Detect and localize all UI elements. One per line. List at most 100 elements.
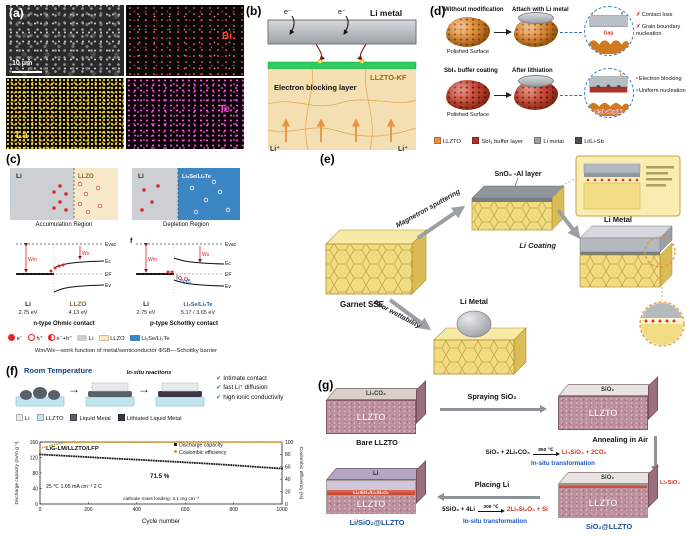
panel-a-label: (a) <box>9 6 24 20</box>
llzto-layer: LLZTO <box>559 488 647 517</box>
li-metal-label: Li metal <box>370 8 402 18</box>
garnet-wetting-schematic: Garnet SSE Magnetron sputtering SnO₂ -Al… <box>325 155 685 375</box>
garnet-coated-block <box>471 197 553 231</box>
panel-f: (f) Room Temperature → → In-situ reactio… <box>6 364 312 534</box>
blocking-layer-strip <box>267 61 417 70</box>
inset-gap-label: Gap <box>603 30 613 36</box>
panel-f-legend: Li LLZTO Liquid Metal Lithiated Liquid M… <box>16 414 312 422</box>
liquid-metal-swatch-icon <box>70 414 78 421</box>
ev-label: Ev <box>105 283 111 289</box>
acc-metal-label: Li <box>16 173 22 180</box>
electron-hole-pair-icon <box>47 334 55 341</box>
row2-arrow <box>494 92 512 98</box>
li-cap <box>518 12 554 24</box>
selenide-swatch-icon <box>129 334 140 341</box>
legend-item-electron: e⁻ <box>8 334 23 342</box>
schottky-barrier-label: ΦSB <box>180 279 191 285</box>
sio2-coated-block: SiO₂ LLZTO <box>558 376 660 432</box>
solid-wf: 4.13 eV <box>69 310 88 316</box>
legend-item-hole: h⁺ <box>27 334 43 342</box>
layered-front-face: LLZTO <box>558 484 648 518</box>
li-metal-slab <box>267 19 417 45</box>
llzto-swatch-icon <box>434 137 441 144</box>
svg-text:80: 80 <box>32 471 38 477</box>
benefit-list: ✔ Intimate contact ✔ fast Li⁺ diffusion ✔ h… <box>216 374 310 402</box>
in-situ-reactions-label: In-situ reactions <box>126 370 172 376</box>
panel-g-label: (g) <box>318 378 334 392</box>
svg-text:80: 80 <box>285 452 291 458</box>
subpanel-f-letter: f <box>130 238 133 245</box>
li-swatch-icon <box>16 414 23 421</box>
ec-label: Ec <box>105 259 111 265</box>
sio2-top-face: SiO₂ <box>558 472 659 484</box>
eds-map-la-label: La <box>16 130 28 141</box>
panel-e: (e) Garnet SSE Magnetron sputtering <box>318 152 687 378</box>
inset-e-label: e⁻ <box>621 11 627 16</box>
row1-note-gb-nucleation: ✗Grain boundary nucleation <box>636 24 681 37</box>
legend-liquid-metal: Liquid Metal <box>70 414 111 422</box>
svg-text:800: 800 <box>229 507 238 513</box>
panel-b-label: (b) <box>246 4 262 18</box>
sio2-at-llzto-block: SiO₂ LLZTO <box>558 464 660 520</box>
contact-type: p-type Schottky contact <box>150 321 218 327</box>
panel-d-label: (d) <box>430 4 446 18</box>
depletion-caption: Depletion Region <box>162 222 210 228</box>
electrolyte-label: LLZTO-KF <box>370 73 407 82</box>
li-top-face: Li <box>326 468 427 480</box>
llzto-front-face: LLZTO <box>558 396 648 430</box>
legend-item-selenide: Li₂Se/Li₂Te <box>129 334 170 342</box>
benefit-li-diffusion: ✔ fast Li⁺ diffusion <box>216 384 268 392</box>
gap-inset-diagram: e⁻ Li⁺ Gap <box>587 11 630 54</box>
reaction-2-note: In-situ transformation <box>463 518 527 525</box>
svg-text:100: 100 <box>285 440 294 446</box>
li-cap <box>518 75 554 87</box>
electron-label-left: e⁻ <box>284 9 292 16</box>
inset-alloy-label: Li-Sb alloy/LiI <box>594 109 622 114</box>
spraying-sio2-label: Spraying SiO₂ <box>467 392 517 401</box>
ce-legend-label: Coulombic efficiency <box>179 450 227 456</box>
scale-bar: 10 μm <box>12 52 42 73</box>
layered-front-face: Li₄SiO₄/Li₂Si₂O₅ LLZTO <box>326 480 416 514</box>
ws-label: Ws <box>82 251 90 257</box>
solid-wf: 5.17 / 3.65 eV <box>181 310 216 316</box>
legend-llzto: LLZTO <box>36 414 63 422</box>
benefit-ionic-conductivity: ✔ high ionic conductivity <box>216 393 284 401</box>
row2-note-uniform-nucleation: •Uniform nucleation <box>636 88 686 94</box>
band-diagram-ohmic: Evac Ec EF Ev Wm Ws Li 2.75 eV LLZO 4.13… <box>16 242 117 327</box>
svg-text:40: 40 <box>32 486 38 492</box>
row2-inset: e⁻ Li⁺ Li-Sb alloy/LiI <box>584 68 634 118</box>
mass-loading-annotation: cathode mass loading: 3.1 mg cm⁻² <box>123 496 199 502</box>
svg-text:160: 160 <box>30 440 39 446</box>
placing-li-label: Placing Li <box>474 480 510 489</box>
block-side-face <box>648 464 658 508</box>
panel-a: (a) 10 μm Bi La Te <box>6 5 244 149</box>
block-side-face <box>416 460 426 504</box>
row2-note-electron-blocking: •Electron blocking <box>636 76 682 82</box>
eds-map-te: Te <box>126 78 244 149</box>
left-y-axis-label: Discharge capacity (mAh g⁻¹) <box>14 441 20 504</box>
electron-blocking-schematic: Li metal e⁻ e⁻ Electron blocking layer L… <box>267 8 417 152</box>
solid-name: Li₂Se/Li₂Te <box>184 302 213 308</box>
row1-title2: Attach with Li metal <box>512 7 569 13</box>
panel-c: (c) Li LLZO Accumulation Region Li Li₂Se… <box>6 152 246 362</box>
blocking-layer-label: Electron blocking layer <box>274 83 357 92</box>
route-li-coating-label: Li Coating <box>519 241 556 250</box>
li-metal-slab <box>579 237 661 253</box>
panel-e-label: (e) <box>320 152 335 166</box>
llzo-swatch-icon <box>98 334 109 341</box>
li4sio4-interlayer <box>559 485 647 488</box>
llzto-clump-bare <box>446 17 490 47</box>
sno2-al-layer-label: SnO₂ -Al layer <box>494 171 541 178</box>
eds-map-la: La <box>6 78 124 149</box>
svg-text:40: 40 <box>285 477 291 483</box>
row1-title: Without modification <box>444 7 504 13</box>
garnet-sse-block <box>325 243 413 295</box>
eds-map-bi: Bi <box>126 5 244 76</box>
inset-li-ion-label: Li⁺ <box>620 72 627 77</box>
block-side-face <box>648 376 658 420</box>
reaction-2-arrow: 300 ℃ <box>478 504 505 514</box>
li-ion-label-right: Li⁺ <box>398 145 408 152</box>
wm-label: Wm <box>28 257 37 263</box>
evac-label: Evac <box>225 242 237 248</box>
